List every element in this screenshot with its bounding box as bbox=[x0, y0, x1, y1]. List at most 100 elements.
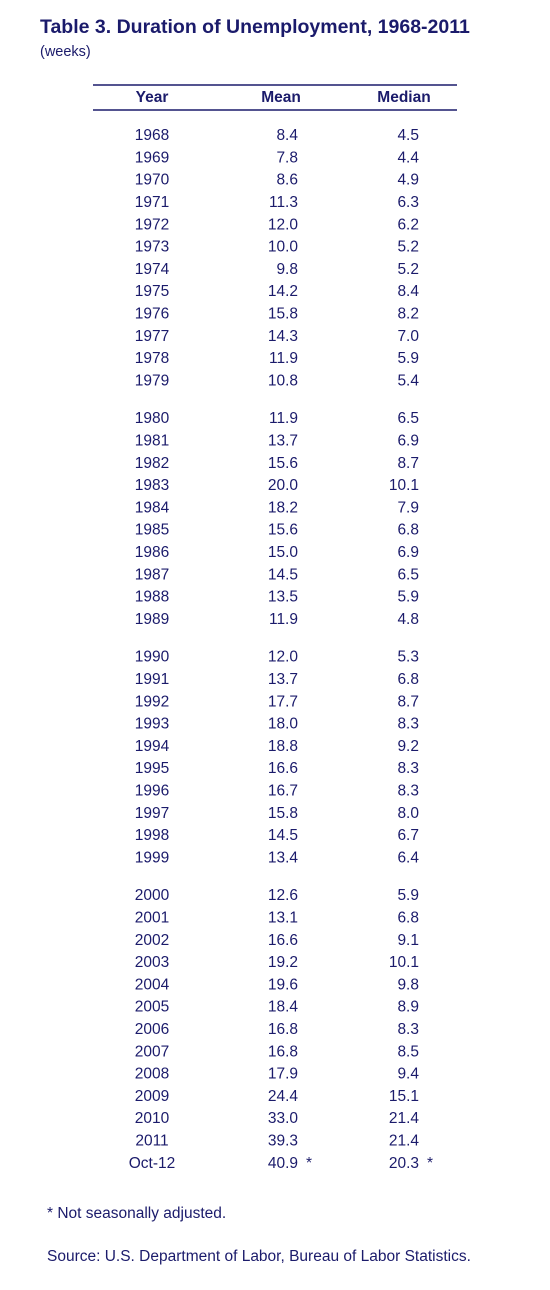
year-cell: 1981 bbox=[135, 432, 169, 449]
mean-cell: 18.2 bbox=[268, 499, 298, 516]
year-cell: 2004 bbox=[135, 976, 170, 993]
mean-cell: 16.7 bbox=[268, 782, 298, 799]
mean-cell: 13.1 bbox=[268, 909, 298, 926]
year-cell: 2006 bbox=[135, 1021, 169, 1038]
mean-cell: 24.4 bbox=[268, 1088, 299, 1105]
mean-cell: 13.5 bbox=[268, 589, 298, 606]
median-cell: 9.4 bbox=[397, 1066, 419, 1083]
year-cell: 2009 bbox=[135, 1088, 169, 1105]
median-cell: 8.4 bbox=[397, 283, 419, 300]
year-cell: 1974 bbox=[135, 261, 170, 278]
median-cell: 5.9 bbox=[397, 350, 419, 367]
year-cell: 1983 bbox=[135, 477, 169, 494]
median-cell: 4.5 bbox=[397, 127, 419, 144]
year-cell: 1989 bbox=[135, 611, 169, 628]
median-cell: 5.9 bbox=[397, 887, 419, 904]
mean-cell: 10.0 bbox=[268, 239, 299, 256]
mean-cell: 14.3 bbox=[268, 328, 298, 345]
year-cell: 1975 bbox=[135, 283, 169, 300]
median-cell: 8.2 bbox=[397, 305, 419, 322]
mean-cell: 20.0 bbox=[268, 477, 299, 494]
year-cell: 1997 bbox=[135, 805, 169, 822]
median-cell: 9.2 bbox=[397, 738, 419, 755]
mean-cell: 15.8 bbox=[268, 805, 298, 822]
year-cell: 2000 bbox=[135, 887, 170, 904]
year-cell: 2010 bbox=[135, 1110, 170, 1127]
year-cell: Oct-12 bbox=[129, 1155, 176, 1172]
year-cell: 1976 bbox=[135, 305, 169, 322]
mean-cell: 13.7 bbox=[268, 671, 298, 688]
mean-cell: 15.0 bbox=[268, 544, 299, 561]
mean-cell: 14.2 bbox=[268, 283, 298, 300]
year-cell: 1970 bbox=[135, 172, 170, 189]
mean-cell: 11.9 bbox=[269, 611, 298, 628]
mean-cell: 16.8 bbox=[268, 1021, 298, 1038]
median-cell: 6.2 bbox=[397, 216, 419, 233]
median-cell: 6.8 bbox=[397, 909, 419, 926]
median-cell: 10.1 bbox=[389, 477, 419, 494]
year-cell: 2005 bbox=[135, 999, 169, 1016]
year-cell: 1984 bbox=[135, 499, 170, 516]
mean-cell: 8.6 bbox=[276, 172, 298, 189]
year-cell: 2011 bbox=[135, 1132, 168, 1149]
median-cell: 4.8 bbox=[397, 611, 419, 628]
mean-cell: 16.6 bbox=[268, 760, 298, 777]
year-cell: 1987 bbox=[135, 566, 169, 583]
mean-cell: 14.5 bbox=[268, 566, 298, 583]
year-cell: 2001 bbox=[135, 909, 169, 926]
median-cell: 9.1 bbox=[397, 932, 419, 949]
year-cell: 1990 bbox=[135, 649, 170, 666]
year-cell: 1980 bbox=[135, 410, 170, 427]
median-cell: 9.8 bbox=[397, 976, 419, 993]
subtitle: (weeks) bbox=[40, 44, 91, 60]
median-cell: 5.2 bbox=[397, 261, 419, 278]
mean-cell: 15.8 bbox=[268, 305, 298, 322]
median-cell: 6.8 bbox=[397, 522, 419, 539]
mean-cell: 16.8 bbox=[268, 1043, 298, 1060]
mean-cell: 18.8 bbox=[268, 738, 298, 755]
year-cell: 1973 bbox=[135, 239, 169, 256]
year-cell: 1985 bbox=[135, 522, 169, 539]
column-header: Mean bbox=[261, 89, 301, 106]
year-cell: 1972 bbox=[135, 216, 169, 233]
median-cell: 8.3 bbox=[397, 1021, 419, 1038]
footnote: * Not seasonally adjusted. bbox=[47, 1205, 226, 1222]
median-cell: 6.7 bbox=[397, 827, 419, 844]
mean-cell: 39.3 bbox=[268, 1132, 298, 1149]
mean-cell: 17.9 bbox=[268, 1066, 298, 1083]
year-cell: 1968 bbox=[135, 127, 169, 144]
median-cell: 5.3 bbox=[397, 649, 419, 666]
year-cell: 1996 bbox=[135, 782, 169, 799]
median-cell: 5.9 bbox=[397, 589, 419, 606]
mean-cell: 15.6 bbox=[268, 455, 298, 472]
median-cell: 6.5 bbox=[397, 566, 419, 583]
median-cell: 8.3 bbox=[397, 760, 419, 777]
median-cell: 8.9 bbox=[397, 999, 419, 1016]
mean-cell: 11.9 bbox=[269, 350, 298, 367]
median-cell: 8.0 bbox=[397, 805, 419, 822]
median-cell: 7.9 bbox=[397, 499, 419, 516]
mean-cell: 15.6 bbox=[268, 522, 298, 539]
year-cell: 1999 bbox=[135, 849, 169, 866]
median-cell: 6.9 bbox=[397, 432, 419, 449]
median-cell: 6.3 bbox=[397, 194, 419, 211]
mean-cell: 12.0 bbox=[268, 216, 299, 233]
year-cell: 1995 bbox=[135, 760, 169, 777]
mean-cell: 17.7 bbox=[268, 693, 298, 710]
year-cell: 1971 bbox=[135, 194, 169, 211]
median-cell: 5.2 bbox=[397, 239, 419, 256]
mean-cell: 14.5 bbox=[268, 827, 298, 844]
mean-cell: 19.6 bbox=[268, 976, 298, 993]
median-cell: 4.4 bbox=[397, 149, 419, 166]
mean-cell: 8.4 bbox=[276, 127, 298, 144]
mean-cell: 11.9 bbox=[269, 410, 298, 427]
median-cell: 21.4 bbox=[389, 1110, 420, 1127]
median-cell: 8.7 bbox=[397, 693, 419, 710]
median-cell: 4.9 bbox=[397, 172, 419, 189]
year-cell: 1994 bbox=[135, 738, 170, 755]
year-cell: 2007 bbox=[135, 1043, 169, 1060]
median-cell: 6.9 bbox=[397, 544, 419, 561]
note-mark: * bbox=[306, 1155, 312, 1172]
mean-cell: 11.3 bbox=[269, 194, 298, 211]
